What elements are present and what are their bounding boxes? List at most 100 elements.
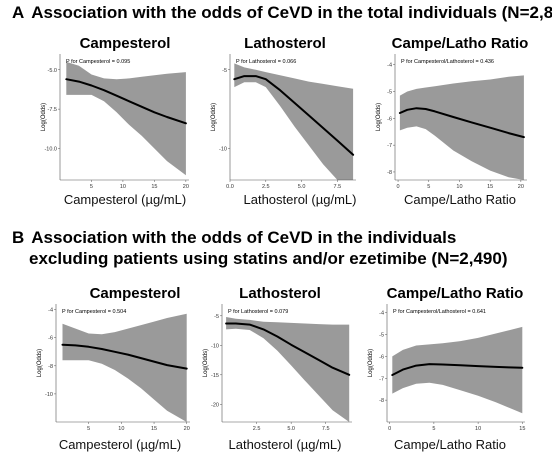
y-axis-label: Log(Odds) (376, 103, 382, 131)
x-tick-label: 20 (183, 184, 189, 190)
x-tick-label: 7.5 (334, 184, 342, 190)
panel-a3-title: Campe/Latho Ratio (391, 35, 529, 52)
y-axis-label: Log(Odds) (203, 349, 209, 377)
p-value-annotation: P for Campesterol/Lathosterol = 0.436 (401, 59, 494, 65)
x-tick-label: 20 (184, 426, 190, 432)
y-tick-label: -4 (48, 308, 53, 314)
x-tick-label: 5.0 (287, 426, 295, 432)
y-tick-label: -8 (379, 398, 384, 404)
panel-a2-title: Lathosterol (244, 35, 326, 52)
panel-b3-svg: 0 5 10 15 -4 -5 -6 -7 -8 Log(Odds) P for Campester… (368, 304, 525, 432)
y-tick-label: -4 (387, 63, 392, 69)
y-tick-label: -7.5 (48, 107, 57, 113)
y-tick-label: -5 (214, 314, 219, 320)
y-tick-label: -5 (222, 68, 227, 74)
x-tick-label: 5 (90, 184, 93, 190)
panel-a3-xlabel: Campe/Latho Ratio (403, 192, 516, 207)
panel-b1-title: Campesterol (89, 285, 181, 302)
x-tick-label: 2.5 (262, 184, 270, 190)
panel-b2-plot: 2.5 5.0 7.5 -5 -10 -15 -20 Log(Odds) P for Latho… (200, 302, 356, 434)
section-a-heading: Association with the odds of CeVD in the… (31, 3, 552, 22)
y-tick-label: -10.0 (44, 147, 57, 153)
panel-a1-xlabel: Campesterol (µg/mL) (63, 192, 187, 207)
section-b-heading-line-1: Association with the odds of CeVD in the… (31, 228, 457, 247)
confidence-band (226, 317, 350, 422)
fitted-line (225, 322, 351, 376)
fitted-line (61, 343, 188, 370)
y-tick-label: -10 (211, 343, 219, 349)
x-tick-label: 10 (475, 426, 481, 432)
p-value-annotation: P for Campesterol = 0.095 (66, 59, 130, 65)
panel-a2-plot: 0.0 2.5 5.0 7.5 -5 -10 Log(Odds) P for Lathoste… (208, 52, 360, 192)
panel-a2-xlabel: Lathosterol (µg/mL) (243, 192, 357, 207)
y-axis-label: Log(Odds) (41, 103, 47, 131)
y-tick-label: -4 (379, 311, 384, 317)
y-tick-label: -6 (379, 354, 384, 360)
x-tick-label: 15 (487, 184, 493, 190)
confidence-band (234, 63, 354, 180)
y-tick-label: -7 (387, 143, 392, 149)
y-tick-label: -6 (387, 116, 392, 122)
section-a-title: A Association with the odds of CeVD in th… (12, 3, 552, 23)
x-tick-label: 2.5 (253, 426, 261, 432)
panel-b1-plot: 5 10 15 20 -4 -6 -8 -10 Log(Odds) P for Campester… (34, 302, 194, 434)
p-value-annotation: P for Campesterol = 0.504 (62, 309, 126, 315)
section-a-letter: A (12, 3, 25, 22)
p-value-annotation: P for Lathosterol = 0.079 (228, 309, 288, 315)
y-tick-label: -8 (48, 364, 53, 370)
y-tick-label: -5 (387, 90, 392, 96)
panel-b2-xlabel: Lathosterol (µg/mL) (228, 437, 342, 452)
y-axis-label: Log(Odds) (37, 349, 43, 377)
panel-b2-title: Lathosterol (239, 285, 321, 302)
panel-b1-svg: 5 10 15 20 -4 -6 -8 -10 Log(Odds) P for Campester… (37, 304, 190, 432)
p-value-annotation: P for Campesterol/Lathosterol = 0.641 (393, 309, 486, 315)
y-tick-label: -7 (379, 376, 384, 382)
p-value-annotation: P for Lathosterol = 0.066 (236, 59, 296, 65)
confidence-band (392, 326, 523, 414)
y-tick-label: -15 (211, 373, 219, 379)
y-axis-label: Log(Odds) (211, 103, 217, 131)
panel-b2-svg: 2.5 5.0 7.5 -5 -10 -15 -20 Log(Odds) P for Latho… (203, 304, 352, 432)
confidence-band (399, 75, 524, 180)
y-tick-label: -8 (387, 170, 392, 176)
y-tick-label: -5.0 (48, 68, 57, 74)
y-tick-label: -5 (379, 333, 384, 339)
x-tick-label: 5.0 (298, 184, 306, 190)
y-tick-label: -10 (219, 147, 227, 153)
x-tick-label: 5 (432, 426, 435, 432)
panel-b1-xlabel: Campesterol (µg/mL) (58, 437, 182, 452)
section-b-letter: B (12, 228, 25, 247)
section-b-title: B Association with the odds of CeVD in th… (12, 228, 456, 248)
x-tick-label: 10 (456, 184, 462, 190)
panel-b3-xlabel: Campe/Latho Ratio (393, 437, 506, 452)
x-tick-label: 15 (519, 426, 525, 432)
panel-b3-title: Campe/Latho Ratio (386, 285, 524, 302)
panel-b3-plot: 0 5 10 15 -4 -5 -6 -7 -8 Log(Odds) P for Campester… (365, 302, 529, 434)
y-tick-label: -20 (211, 402, 219, 408)
x-tick-label: 15 (151, 184, 157, 190)
panel-a1-title: Campesterol (79, 35, 171, 52)
fitted-line (398, 107, 525, 139)
x-tick-label: 10 (118, 426, 124, 432)
x-tick-label: 0 (397, 184, 400, 190)
confidence-band (62, 313, 187, 422)
x-tick-label: 20 (518, 184, 524, 190)
x-tick-label: 7.5 (322, 426, 330, 432)
panel-a2-svg: 0.0 2.5 5.0 7.5 -5 -10 Log(Odds) P for Lathoste… (211, 54, 356, 190)
panel-a1-plot: 5 10 15 20 -5.0 -7.5 -10.0 Log(Odds) P for Campe… (38, 52, 193, 192)
panel-a3-svg: 0 5 10 15 20 -4 -5 -6 -7 -8 Log(Odds) P for Campest… (376, 54, 527, 190)
fitted-line (65, 78, 187, 125)
x-tick-label: 0 (388, 426, 391, 432)
y-tick-label: -6 (48, 336, 53, 342)
x-tick-label: 0.0 (226, 184, 234, 190)
y-axis-label: Log(Odds) (368, 349, 374, 377)
x-tick-label: 5 (87, 426, 90, 432)
section-b-heading-line-2: excluding patients using statins and/or … (29, 249, 508, 268)
fitted-line (233, 75, 355, 156)
confidence-band (66, 61, 186, 176)
panel-a3-plot: 0 5 10 15 20 -4 -5 -6 -7 -8 Log(Odds) P for Campest… (373, 52, 531, 192)
x-tick-label: 15 (151, 426, 157, 432)
x-tick-label: 5 (427, 184, 430, 190)
fitted-line (391, 363, 524, 376)
x-tick-label: 10 (120, 184, 126, 190)
